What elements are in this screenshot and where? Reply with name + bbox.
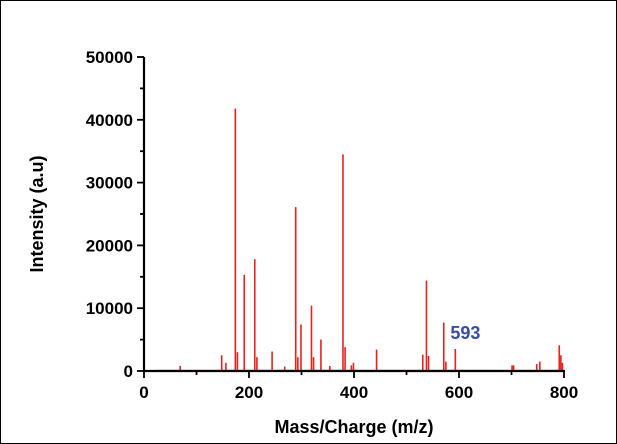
- x-tick-label: 600: [445, 383, 473, 402]
- y-tick-label: 50000: [86, 48, 133, 67]
- plot-area: [154, 108, 564, 372]
- x-tick-label: 200: [235, 383, 263, 402]
- y-axis-title: Intensity (a.u): [27, 155, 47, 272]
- ticks: 0 200 400 600 800 0 10000 20000 30000 40000 50000: [86, 48, 578, 402]
- y-tick-label: 0: [124, 362, 133, 381]
- y-tick-label: 30000: [86, 174, 133, 193]
- peak-annotation-593: 593: [450, 323, 480, 343]
- axes: [142, 57, 565, 373]
- y-tick-label: 40000: [86, 111, 133, 130]
- y-tick-label: 10000: [86, 299, 133, 318]
- x-axis-title: Mass/Charge (m/z): [274, 417, 433, 437]
- x-tick-label: 400: [340, 383, 368, 402]
- y-tick-label: 20000: [86, 236, 133, 255]
- x-tick-label: 800: [550, 383, 578, 402]
- x-tick-label: 0: [139, 383, 148, 402]
